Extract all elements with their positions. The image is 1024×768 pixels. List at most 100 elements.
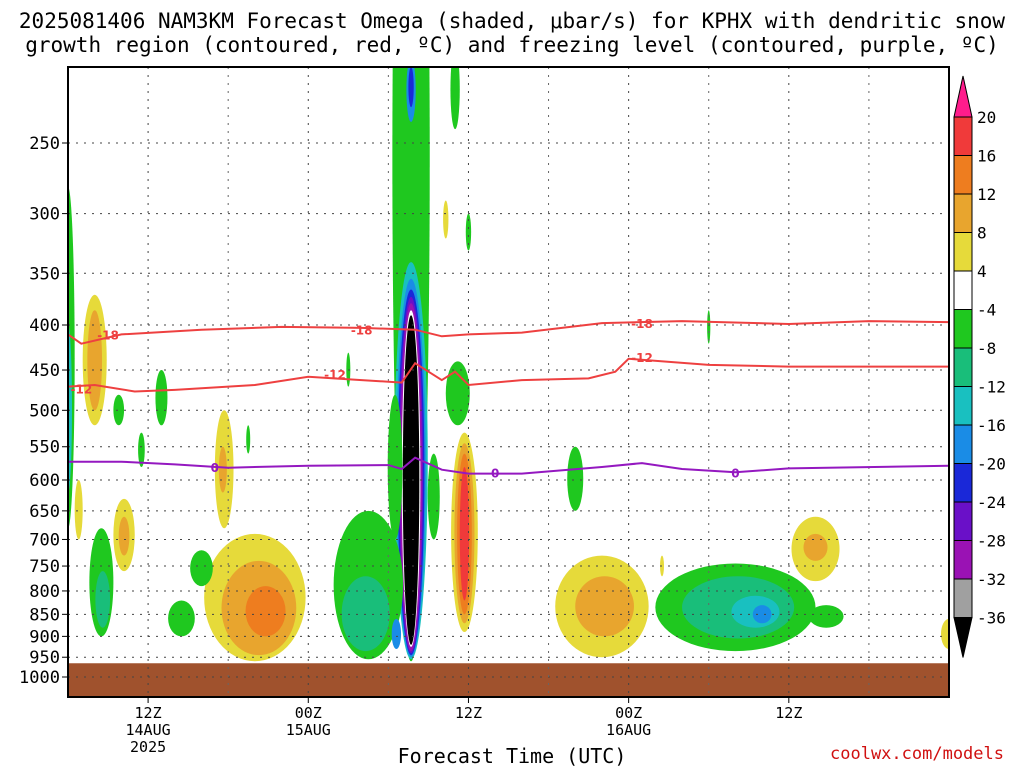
- y-tick-label: 800: [29, 582, 60, 602]
- omega-cell: [245, 586, 286, 637]
- omega-cell: [575, 576, 634, 637]
- colorbar-segment: [953, 270, 973, 310]
- contour-label: -12: [71, 382, 93, 396]
- colorbar-segment: [953, 463, 973, 503]
- omega-cell: [341, 576, 390, 652]
- contour-label: 0: [491, 466, 499, 480]
- x-tick-label: 12Z: [775, 704, 802, 722]
- omega-cell: [450, 67, 460, 130]
- omega-cell: [752, 605, 772, 624]
- colorbar-segment: [953, 116, 973, 156]
- y-axis: 2503003504004505005506006507007508008509…: [19, 134, 68, 688]
- omega-cell: [808, 605, 844, 628]
- x-tick-label: 00Z: [615, 704, 642, 722]
- contour-line: [68, 456, 949, 475]
- omega-cell: [138, 432, 145, 468]
- colorbar-tick-label: 20: [977, 108, 996, 127]
- colorbar-tick-label: 12: [977, 185, 996, 204]
- chart-title-line2: growth region (contoured, red, ºC) and f…: [25, 33, 999, 57]
- colorbar-tick-label: -4: [977, 301, 996, 320]
- contour-label: 0: [211, 461, 219, 475]
- x-axis-label: Forecast Time (UTC): [397, 744, 627, 768]
- omega-cell: [427, 453, 440, 540]
- y-tick-label: 350: [29, 264, 60, 284]
- colorbar-tick-label: 4: [977, 262, 987, 281]
- x-tick-label: 12Z: [455, 704, 482, 722]
- contour-line: [68, 357, 949, 393]
- omega-cell: [113, 394, 125, 426]
- colorbar-segment: [953, 501, 973, 541]
- colorbar-tick-label: -28: [977, 532, 1006, 551]
- colorbar-tick-label: -12: [977, 378, 1006, 397]
- colorbar-tick-label: -24: [977, 493, 1006, 512]
- x-tick-year: 2025: [130, 738, 166, 756]
- temperature-contours: -18 -18 -18 -12 -12 -12 0 0 0: [68, 317, 949, 480]
- y-tick-label: 700: [29, 530, 60, 550]
- x-tick-label: 00Z: [295, 704, 322, 722]
- omega-cell: [465, 213, 472, 251]
- y-tick-label: 850: [29, 605, 60, 625]
- chart-title-line1: 2025081406 NAM3KM Forecast Omega (shaded…: [18, 9, 1006, 33]
- y-tick-label: 950: [29, 648, 60, 668]
- ground-surface: [68, 663, 949, 697]
- omega-cell: [246, 425, 251, 454]
- contour-label: 0: [731, 466, 739, 480]
- y-tick-label: 400: [29, 316, 60, 336]
- contour-label: -12: [631, 351, 653, 365]
- omega-cell: [459, 467, 470, 601]
- omega-cell: [567, 446, 584, 511]
- credit-link[interactable]: coolwx.com/models: [830, 744, 1004, 764]
- colorbar-tick-label: -20: [977, 455, 1006, 474]
- y-tick-label: 500: [29, 401, 60, 421]
- x-tick-date: 14AUG: [126, 721, 171, 739]
- omega-cell: [660, 555, 665, 577]
- plot-frame: [67, 66, 950, 698]
- colorbar-tick-label: 16: [977, 147, 996, 166]
- omega-cell: [155, 370, 168, 426]
- colorbar-tick-label: -36: [977, 609, 1006, 628]
- y-tick-label: 550: [29, 438, 60, 458]
- omega-cell: [408, 67, 414, 108]
- y-tick-label: 300: [29, 205, 60, 225]
- y-tick-label: 900: [29, 627, 60, 647]
- omega-cell: [68, 325, 73, 493]
- omega-cell: [218, 446, 227, 493]
- x-tick-date: 15AUG: [286, 721, 331, 739]
- omega-cell: [74, 480, 83, 540]
- colorbar-tick-label: 8: [977, 224, 987, 243]
- omega-cell: [190, 550, 213, 587]
- colorbar-segment: [953, 386, 973, 426]
- omega-cell: [940, 618, 949, 650]
- colorbar-bottom-arrow: [953, 617, 973, 658]
- colorbar-segment: [953, 193, 973, 233]
- omega-cell: [445, 361, 470, 426]
- omega-cell: [391, 618, 402, 650]
- y-tick-label: 750: [29, 557, 60, 577]
- y-tick-label: 600: [29, 471, 60, 491]
- colorbar-segment: [953, 424, 973, 464]
- colorbar-segment: [953, 155, 973, 195]
- colorbar-legend: 20 16 12 8 4 -4 -8 -12 -16 -20 -24 -28 -32 -36: [953, 75, 1006, 658]
- omega-cell: [95, 571, 111, 628]
- omega-cell: [707, 310, 711, 344]
- y-tick-label: 450: [29, 361, 60, 381]
- omega-cell: [803, 533, 828, 561]
- y-tick-label: 650: [29, 502, 60, 522]
- contour-label: -18: [351, 324, 373, 338]
- colorbar-segment: [953, 347, 973, 387]
- y-tick-label: 250: [29, 134, 60, 154]
- grid-lines: [68, 67, 949, 697]
- omega-cell: [118, 516, 130, 556]
- colorbar-tick-label: -16: [977, 416, 1006, 435]
- contour-line: [68, 320, 949, 345]
- colorbar-segment: [953, 540, 973, 580]
- colorbar-top-arrow: [953, 75, 973, 118]
- colorbar-tick-label: -8: [977, 339, 996, 358]
- colorbar-segment: [953, 232, 973, 272]
- contour-label: -12: [324, 368, 346, 382]
- omega-cell: [443, 200, 449, 239]
- x-tick-label: 12Z: [135, 704, 162, 722]
- x-tick-date: 16AUG: [606, 721, 651, 739]
